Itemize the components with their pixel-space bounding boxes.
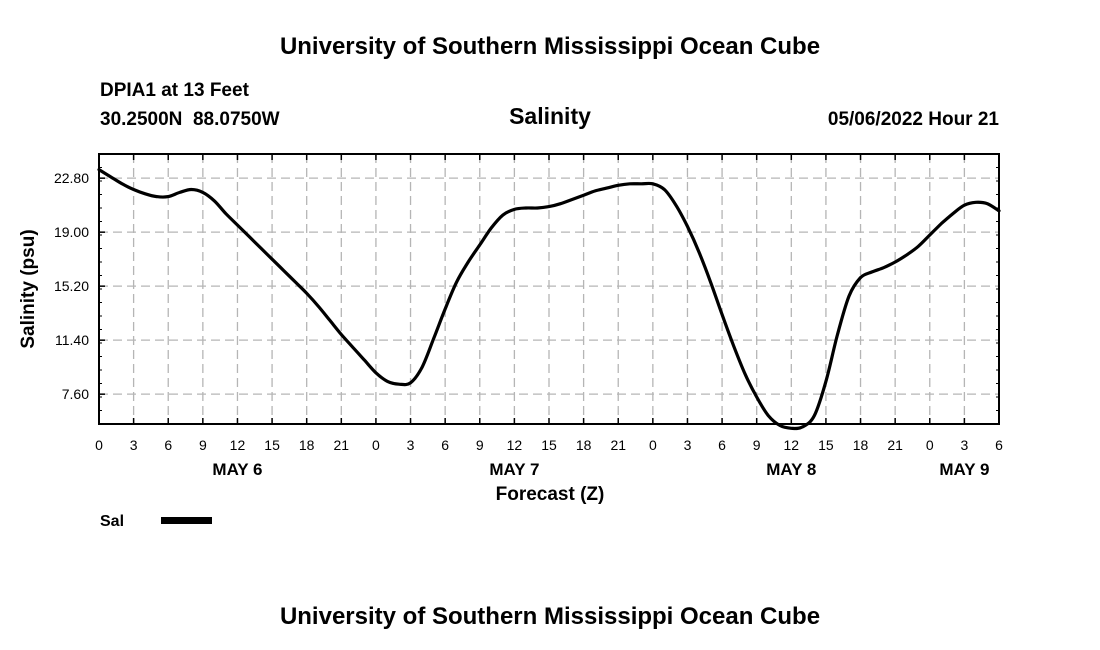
x-tick-label: 21 [887,437,903,453]
date-labels: MAY 6 MAY 7 MAY 8 MAY 9 [212,460,989,479]
x-tick-labels: 0 3 6 9 12 15 18 21 0 3 6 9 12 15 18 21 0 3 6 9 12 15 18 21 0 3 6 [95,437,1003,453]
x-tick-label: 6 [995,437,1003,453]
x-tick-label: 18 [576,437,592,453]
x-tick-label: 0 [926,437,934,453]
forecast-datetime: 05/06/2022 Hour 21 [828,109,1000,130]
date-label: MAY 8 [766,460,816,479]
x-tick-label: 12 [784,437,800,453]
date-label: MAY 9 [939,460,989,479]
x-tick-label: 6 [441,437,449,453]
x-tick-label: 9 [199,437,207,453]
x-tick-label: 3 [407,437,415,453]
x-tick-label: 21 [610,437,626,453]
x-tick-label: 21 [334,437,350,453]
x-tick-label: 15 [264,437,280,453]
legend-swatch [161,517,212,524]
x-tick-label: 18 [853,437,869,453]
y-tick-label: 7.60 [62,386,89,402]
x-tick-label: 9 [476,437,484,453]
y-tick-labels: 7.60 11.40 15.20 19.00 22.80 [54,170,89,402]
salinity-series-line [97,168,1001,431]
x-tick-label: 3 [130,437,138,453]
x-tick-label: 15 [541,437,557,453]
chart-title: Salinity [509,103,591,129]
x-tick-label: 6 [164,437,172,453]
x-tick-label: 15 [818,437,834,453]
legend-label: Sal [100,513,124,530]
x-tick-label: 12 [230,437,246,453]
x-axis-label: Forecast (Z) [496,484,605,505]
x-tick-label: 12 [507,437,523,453]
y-axis-label: Salinity (psu) [18,229,39,348]
y-tick-label: 15.20 [54,278,89,294]
x-tick-label: 3 [960,437,968,453]
x-tick-label: 0 [95,437,103,453]
grid-lines [99,154,999,424]
x-tick-label: 6 [718,437,726,453]
plot-frame [98,153,1000,425]
y-tick-label: 11.40 [55,332,89,348]
y-tick-label: 19.00 [54,224,89,240]
date-label: MAY 6 [212,460,262,479]
y-tick-label: 22.80 [54,170,89,186]
x-tick-label: 0 [649,437,657,453]
date-label: MAY 7 [489,460,539,479]
x-tick-label: 3 [684,437,692,453]
x-tick-label: 18 [299,437,315,453]
footer-title: University of Southern Mississippi Ocean… [280,603,820,630]
station-coordinates: 30.2500N 88.0750W [100,109,280,130]
station-label: DPIA1 at 13 Feet [100,80,250,101]
x-tick-label: 0 [372,437,380,453]
x-tick-label: 9 [753,437,761,453]
header-title: University of Southern Mississippi Ocean… [280,33,820,60]
